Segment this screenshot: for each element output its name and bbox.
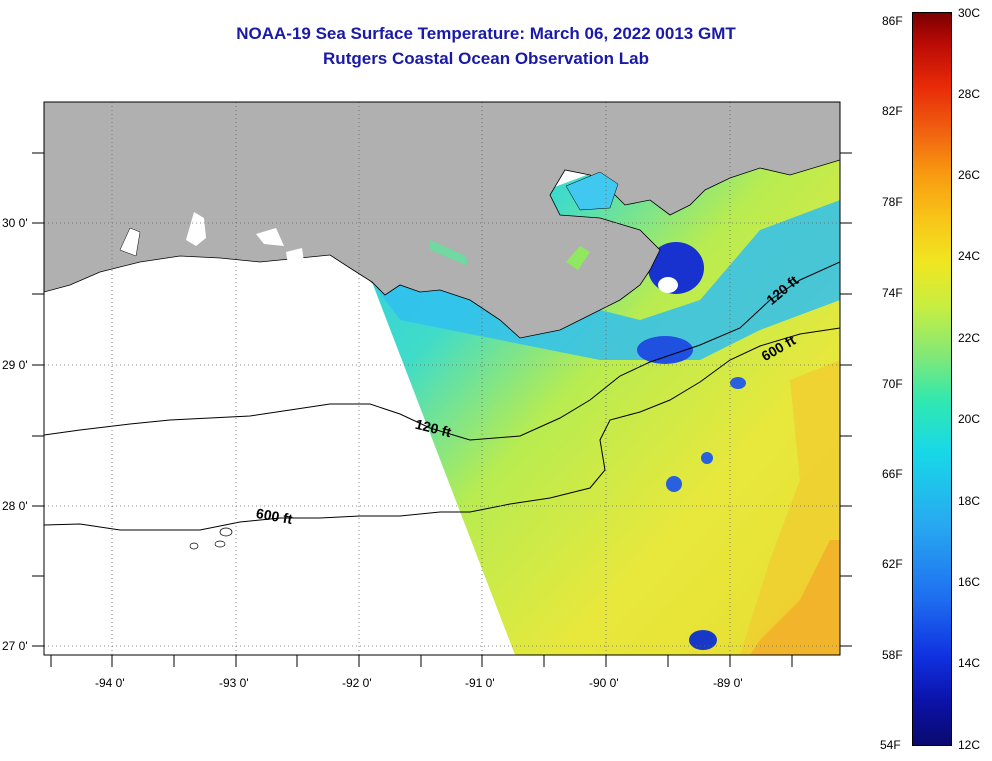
island-1	[219, 527, 233, 537]
colorbar-c-label: 28C	[958, 87, 981, 101]
sst-nearshore-cool	[372, 200, 840, 360]
sst-warm-spot	[750, 540, 840, 655]
colorbar-c-label: 30C	[958, 6, 981, 20]
colorbar-f-label: 62F	[882, 557, 903, 571]
lake-1	[119, 227, 141, 257]
lat-label: 29 0'	[2, 358, 28, 372]
lon-label: -94 0'	[95, 676, 125, 690]
colorbar-f-label: 86F	[882, 14, 903, 28]
colorbar-f-label: 58F	[882, 648, 903, 662]
frame-ticks	[32, 152, 852, 667]
colorbar-f-label: 74F	[882, 286, 903, 300]
island-3	[214, 540, 226, 548]
colorbar-f-label: 70F	[882, 377, 903, 391]
contour-120ft	[44, 261, 840, 441]
map-title: NOAA-19 Sea Surface Temperature: March 0…	[236, 24, 736, 43]
sst-cold-patch-6	[701, 452, 713, 464]
lake-2	[186, 212, 206, 246]
colorbar-c-label: 18C	[958, 494, 981, 508]
lake-3	[256, 228, 284, 246]
colorbar-c-label: 12C	[958, 738, 981, 752]
sst-cold-patch-5	[666, 476, 682, 492]
colorbar-c-label: 26C	[958, 168, 981, 182]
lat-label: 27 0'	[2, 639, 28, 653]
lake-5	[565, 171, 619, 211]
colorbar-c-label: 16C	[958, 575, 981, 589]
lat-label: 28 0'	[2, 499, 28, 513]
lake-4	[286, 248, 304, 264]
lon-label: -93 0'	[219, 676, 249, 690]
lake-6	[566, 246, 590, 270]
sst-cold-patch-3	[637, 336, 693, 364]
land-mass	[44, 102, 840, 339]
colorbar-f-label: 82F	[882, 104, 903, 118]
colorbar-c-label: 20C	[958, 412, 981, 426]
colorbar-f-label: 78F	[882, 195, 903, 209]
map-frame	[43, 101, 841, 656]
temperature-colorbar	[912, 12, 952, 746]
lon-label: -90 0'	[589, 676, 619, 690]
colorbar-f-label: 54F	[880, 738, 901, 752]
colorbar-c-label: 14C	[958, 656, 981, 670]
colorbar-c-label: 22C	[958, 331, 981, 345]
lon-label: -89 0'	[713, 676, 743, 690]
map-subtitle: Rutgers Coastal Ocean Observation Lab	[323, 49, 649, 68]
lake-7	[430, 240, 468, 266]
lon-label: -91 0'	[465, 676, 495, 690]
lake-8	[658, 277, 678, 293]
colorbar-f-label: 66F	[882, 467, 903, 481]
graticule	[44, 102, 840, 655]
contour-600ft	[44, 327, 840, 531]
lat-label: 30 0'	[2, 216, 28, 230]
island-2	[189, 542, 199, 550]
lon-label: -92 0'	[342, 676, 372, 690]
colorbar-c-label: 24C	[958, 249, 981, 263]
sst-cold-patch-8	[730, 377, 746, 389]
sst-cold-patch-4	[689, 630, 717, 650]
